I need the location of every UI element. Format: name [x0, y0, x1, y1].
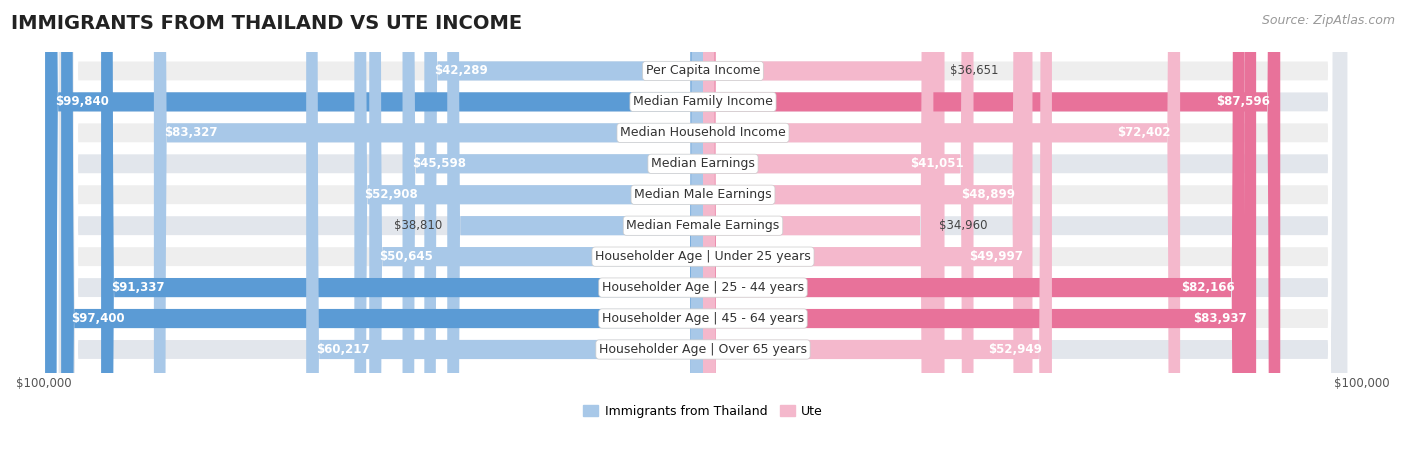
- Text: Source: ZipAtlas.com: Source: ZipAtlas.com: [1261, 14, 1395, 27]
- Text: $45,598: $45,598: [412, 157, 467, 170]
- FancyBboxPatch shape: [58, 0, 1348, 467]
- Text: Householder Age | Over 65 years: Householder Age | Over 65 years: [599, 343, 807, 356]
- Text: Median Earnings: Median Earnings: [651, 157, 755, 170]
- Text: $36,651: $36,651: [950, 64, 998, 78]
- FancyBboxPatch shape: [402, 0, 703, 467]
- Text: $97,400: $97,400: [72, 312, 125, 325]
- FancyBboxPatch shape: [60, 0, 703, 467]
- Text: Householder Age | Under 25 years: Householder Age | Under 25 years: [595, 250, 811, 263]
- FancyBboxPatch shape: [703, 0, 1244, 467]
- FancyBboxPatch shape: [101, 0, 703, 467]
- Text: $34,960: $34,960: [939, 219, 987, 232]
- Text: Householder Age | 25 - 44 years: Householder Age | 25 - 44 years: [602, 281, 804, 294]
- FancyBboxPatch shape: [153, 0, 703, 467]
- Text: Median Household Income: Median Household Income: [620, 127, 786, 139]
- Text: Median Male Earnings: Median Male Earnings: [634, 188, 772, 201]
- FancyBboxPatch shape: [307, 0, 703, 467]
- FancyBboxPatch shape: [703, 0, 1281, 467]
- FancyBboxPatch shape: [703, 0, 1052, 467]
- Text: $99,840: $99,840: [55, 95, 108, 108]
- Text: $60,217: $60,217: [316, 343, 370, 356]
- Text: $52,908: $52,908: [364, 188, 418, 201]
- FancyBboxPatch shape: [58, 0, 1348, 467]
- FancyBboxPatch shape: [447, 0, 703, 467]
- Text: $41,051: $41,051: [910, 157, 963, 170]
- Text: $72,402: $72,402: [1116, 127, 1170, 139]
- FancyBboxPatch shape: [703, 0, 945, 467]
- FancyBboxPatch shape: [703, 0, 934, 467]
- Text: $87,596: $87,596: [1216, 95, 1271, 108]
- FancyBboxPatch shape: [58, 0, 1348, 467]
- Text: IMMIGRANTS FROM THAILAND VS UTE INCOME: IMMIGRANTS FROM THAILAND VS UTE INCOME: [11, 14, 523, 33]
- FancyBboxPatch shape: [703, 0, 1032, 467]
- FancyBboxPatch shape: [45, 0, 703, 467]
- Text: Per Capita Income: Per Capita Income: [645, 64, 761, 78]
- FancyBboxPatch shape: [703, 0, 1256, 467]
- FancyBboxPatch shape: [58, 0, 1348, 467]
- Text: Median Family Income: Median Family Income: [633, 95, 773, 108]
- FancyBboxPatch shape: [703, 0, 1025, 467]
- FancyBboxPatch shape: [703, 0, 973, 467]
- Text: $38,810: $38,810: [394, 219, 441, 232]
- Text: $52,949: $52,949: [988, 343, 1042, 356]
- Text: $50,645: $50,645: [380, 250, 433, 263]
- Text: $82,166: $82,166: [1181, 281, 1234, 294]
- Text: $91,337: $91,337: [111, 281, 165, 294]
- FancyBboxPatch shape: [354, 0, 703, 467]
- FancyBboxPatch shape: [58, 0, 1348, 467]
- FancyBboxPatch shape: [425, 0, 703, 467]
- FancyBboxPatch shape: [370, 0, 703, 467]
- Text: $83,327: $83,327: [163, 127, 218, 139]
- Text: $49,997: $49,997: [969, 250, 1022, 263]
- FancyBboxPatch shape: [703, 0, 1180, 467]
- Text: $42,289: $42,289: [434, 64, 488, 78]
- FancyBboxPatch shape: [58, 0, 1348, 467]
- FancyBboxPatch shape: [58, 0, 1348, 467]
- FancyBboxPatch shape: [58, 0, 1348, 467]
- Text: $48,899: $48,899: [962, 188, 1015, 201]
- FancyBboxPatch shape: [58, 0, 1348, 467]
- Text: $83,937: $83,937: [1192, 312, 1246, 325]
- Text: Median Female Earnings: Median Female Earnings: [627, 219, 779, 232]
- Text: Householder Age | 45 - 64 years: Householder Age | 45 - 64 years: [602, 312, 804, 325]
- FancyBboxPatch shape: [58, 0, 1348, 467]
- Legend: Immigrants from Thailand, Ute: Immigrants from Thailand, Ute: [583, 405, 823, 417]
